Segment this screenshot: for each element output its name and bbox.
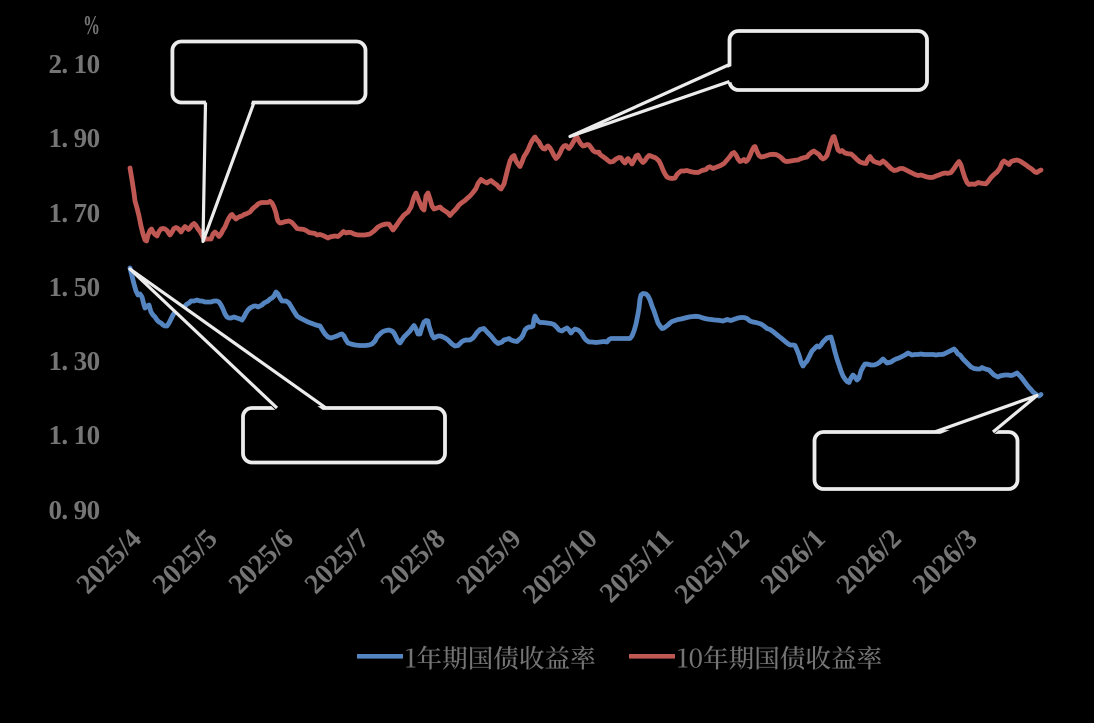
svg-text:2. 10: 2. 10 xyxy=(48,49,99,79)
svg-text:1. 90: 1. 90 xyxy=(48,123,99,153)
svg-text:1. 30: 1. 30 xyxy=(48,346,99,376)
svg-text:0. 90: 0. 90 xyxy=(48,495,99,525)
svg-text:1. 50: 1. 50 xyxy=(48,272,99,302)
svg-text:1. 70: 1. 70 xyxy=(48,198,99,228)
svg-text:1. 10: 1. 10 xyxy=(48,420,99,450)
svg-text:%: % xyxy=(83,10,100,40)
